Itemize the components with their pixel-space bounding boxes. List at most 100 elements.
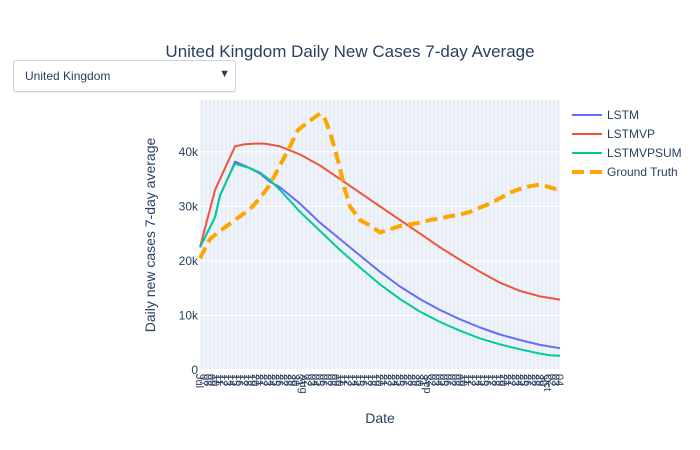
x-tick-label: Jul (193, 374, 205, 388)
series-line-lstmvp[interactable] (199, 142, 561, 301)
x-tick-label: 22 (381, 374, 393, 386)
x-tick-label: 31 (293, 374, 305, 386)
y-tick-label: 30k (179, 199, 199, 213)
x-tick-label: 03 (305, 374, 317, 386)
chart-title: United Kingdom Daily New Cases 7-day Ave… (165, 42, 534, 61)
x-tick-label: 26 (397, 374, 409, 386)
x-tick-label: 07 (445, 374, 457, 386)
x-tick-label: 30 (537, 374, 549, 386)
x-tick-label: 08 (201, 374, 213, 386)
x-tick-label: 19 (493, 374, 505, 386)
x-tick-label: 14 (225, 374, 237, 386)
x-tick-label: 24 (389, 374, 401, 386)
x-tick-label: 22 (257, 374, 269, 386)
x-tick-label: 07 (197, 374, 209, 386)
x-tick-label: 27 (525, 374, 537, 386)
x-tick-label: 23 (385, 374, 397, 386)
country-dropdown[interactable]: United Kingdom ▼ (13, 60, 236, 92)
x-tick-label: 29 (285, 374, 297, 386)
x-tick-label: 18 (365, 374, 377, 386)
x-tick-label: 06 (441, 374, 453, 386)
x-tick-label: 10 (333, 374, 345, 386)
series-line-ground-truth[interactable] (198, 111, 561, 260)
legend-item-ground-truth[interactable]: Ground Truth (572, 165, 678, 179)
legend-label: LSTMVPSUM (607, 146, 682, 160)
y-tick-label: 40k (179, 145, 199, 159)
x-tick-label: 21 (253, 374, 265, 386)
x-tick-label: 10 (457, 374, 469, 386)
legend-item-lstmvpsum[interactable]: LSTMVPSUM (572, 146, 682, 160)
x-tick-label: 23 (509, 374, 521, 386)
x-tick-label: 13 (221, 374, 233, 386)
x-tick-label: 21 (377, 374, 389, 386)
y-tick-label: 20k (179, 254, 199, 268)
x-tick-label: 30 (289, 374, 301, 386)
x-tick-label: 23 (261, 374, 273, 386)
x-tick-label: 11 (337, 374, 349, 385)
x-tick-label: 13 (345, 374, 357, 386)
y-axis-title: Daily new cases 7-day average (142, 138, 158, 333)
x-tick-label: 04 (309, 374, 321, 386)
triangle-down-icon: ▼ (219, 68, 230, 80)
x-tick-label: 12 (217, 374, 229, 386)
x-tick-label: 15 (229, 374, 241, 386)
x-tick-label: 12 (465, 374, 477, 386)
x-tick-label: 20 (497, 374, 509, 386)
x-tick-label: 17 (485, 374, 497, 386)
y-tick-label: 10k (179, 308, 199, 322)
x-tick-label: 31 (417, 374, 429, 386)
x-tick-label: 17 (361, 374, 373, 386)
x-tick-label: 20 (249, 374, 261, 386)
y-tick-label: 0 (191, 363, 198, 377)
x-tick-label: 07 (321, 374, 333, 386)
x-tick-label: 28 (529, 374, 541, 386)
x-tick-label: 16 (481, 374, 493, 386)
series-line-lstmvpsum[interactable] (199, 162, 561, 357)
x-tick-label: 28 (405, 374, 417, 386)
x-tick-label: 28 (281, 374, 293, 386)
x-tick-label: 04 (553, 374, 565, 386)
x-tick-label: 10 (209, 374, 221, 386)
legend-item-lstmvp[interactable]: LSTMVP (572, 127, 655, 141)
legend-label: LSTMVP (607, 127, 655, 141)
x-tick-label: 25 (269, 374, 281, 386)
x-tick-label: 21 (501, 374, 513, 386)
x-tick-label: 19 (369, 374, 381, 386)
x-tick-label: 17 (237, 374, 249, 386)
x-tick-label: 11 (213, 374, 225, 385)
x-tick-label: 05 (437, 374, 449, 386)
x-axis-ticks: Jul0708091011121314151617181920212223242… (193, 374, 565, 394)
x-tick-label: 02 (301, 374, 313, 386)
x-tick-label: 19 (245, 374, 257, 386)
x-tick-label: 02 (545, 374, 557, 386)
x-tick-label: 26 (521, 374, 533, 386)
legend[interactable]: LSTM LSTMVP LSTMVPSUM Ground Truth (572, 108, 682, 179)
x-tick-label: 06 (317, 374, 329, 386)
x-tick-label: 03 (549, 374, 561, 386)
x-tick-label: 14 (473, 374, 485, 386)
x-tick-label: 15 (353, 374, 365, 386)
x-tick-label: 02 (425, 374, 437, 386)
dropdown-selected-label: United Kingdom (25, 69, 111, 83)
x-tick-label: 13 (469, 374, 481, 386)
legend-label: Ground Truth (607, 165, 678, 179)
x-tick-label: 25 (393, 374, 405, 386)
x-tick-label: 09 (205, 374, 217, 386)
x-tick-label: 20 (373, 374, 385, 386)
x-tick-label: 27 (401, 374, 413, 386)
x-tick-label: 16 (233, 374, 245, 386)
x-tick-label: 18 (489, 374, 501, 386)
x-tick-label: 24 (513, 374, 525, 386)
x-tick-label: 15 (477, 374, 489, 386)
x-tick-label: 09 (329, 374, 341, 386)
series-layer (198, 111, 561, 357)
x-tick-label: 09 (453, 374, 465, 386)
x-tick-label: Sep (421, 374, 433, 394)
x-tick-label: 27 (277, 374, 289, 386)
x-tick-label: 29 (533, 374, 545, 386)
y-axis-ticks: 0 10k 20k 30k 40k (179, 145, 199, 377)
legend-label: LSTM (607, 108, 639, 122)
legend-item-lstm[interactable]: LSTM (572, 108, 639, 122)
